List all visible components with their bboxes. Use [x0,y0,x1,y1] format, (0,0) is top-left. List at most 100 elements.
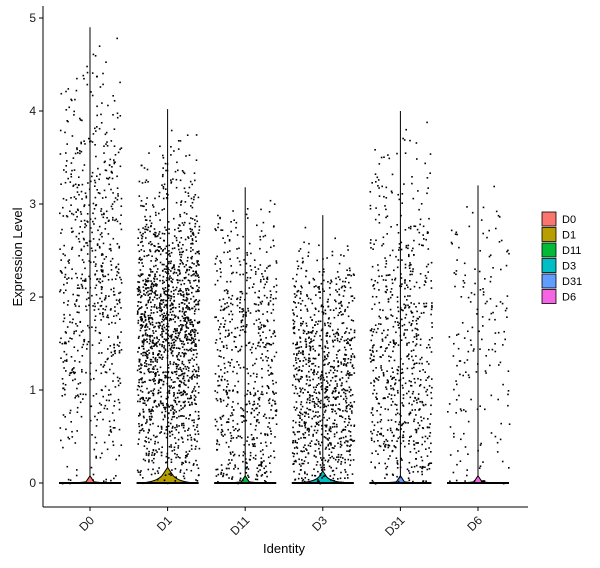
data-point [82,398,84,400]
data-point [410,435,412,438]
data-point [323,358,326,361]
data-point [66,304,69,306]
data-point [426,388,429,391]
data-point [412,247,414,250]
data-point [167,271,169,273]
data-point [231,412,233,414]
data-point [168,412,170,415]
data-point [371,328,373,330]
data-point [247,436,249,438]
data-point [173,392,175,394]
data-point [304,415,306,417]
data-point [146,421,148,423]
data-point [427,464,430,467]
data-point [179,288,182,290]
data-point [371,308,373,310]
data-point [238,247,240,250]
data-point [418,243,421,246]
data-point [231,406,233,408]
data-point [406,284,408,286]
data-point [148,335,150,337]
data-point [391,367,393,369]
data-point [397,259,400,261]
data-point [87,221,89,223]
data-point [239,307,241,309]
data-point [222,345,225,347]
data-point [175,367,178,370]
data-point [299,360,301,362]
data-point [257,309,259,312]
data-point [304,340,307,342]
data-point [139,429,141,432]
data-point [330,451,333,454]
data-point [385,197,388,199]
data-point [457,333,460,335]
data-point [412,390,415,393]
data-point [169,255,171,257]
data-point [159,432,161,434]
data-point [63,342,66,345]
data-point [70,173,72,175]
data-point [166,313,168,315]
data-point [424,440,426,443]
data-point [408,412,411,415]
data-point [463,337,466,339]
data-point [71,99,73,102]
data-point [387,301,390,303]
data-point [143,205,145,208]
data-point [346,450,348,452]
data-point [69,479,72,481]
data-point [247,217,249,219]
data-point [142,415,145,418]
data-point [220,431,223,434]
data-point [348,415,350,418]
data-point [375,331,378,334]
data-point [345,400,347,402]
data-point [352,273,355,275]
data-point [327,322,329,324]
data-point [317,286,319,288]
data-point [348,302,350,304]
data-point [174,316,176,319]
data-point [159,309,161,312]
data-point [154,372,156,375]
data-point [328,317,330,319]
data-point [181,251,183,253]
data-point [189,282,191,284]
data-point [59,153,62,155]
data-point [148,391,150,393]
data-point [257,304,260,306]
data-point [404,263,407,266]
data-point [196,426,198,428]
data-point [148,428,150,431]
data-point [402,397,405,400]
data-point [191,239,194,242]
data-point [138,301,140,303]
data-point [346,362,349,364]
data-point [165,328,168,331]
data-point [259,464,261,466]
data-point [303,421,306,423]
data-point [485,372,487,374]
data-point [353,424,356,427]
data-point [149,249,151,251]
data-point [189,403,191,406]
data-point [478,467,481,469]
data-point [260,393,263,395]
data-point [190,448,193,450]
data-point [264,283,266,286]
data-point [380,419,383,421]
data-point [338,262,341,265]
data-point [407,295,409,297]
data-point [176,453,178,456]
data-point [150,438,152,441]
data-point [220,433,223,436]
data-point [246,208,249,210]
data-point [326,340,328,342]
data-point [320,374,323,376]
data-point [184,299,186,302]
data-point [181,415,183,417]
data-point [335,412,338,415]
data-point [228,446,230,448]
data-point [198,252,200,255]
